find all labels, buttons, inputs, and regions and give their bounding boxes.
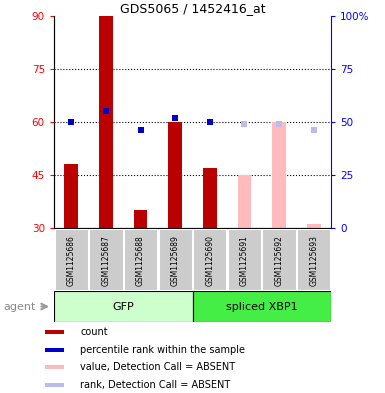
Bar	[45, 383, 64, 387]
Bar	[159, 229, 192, 290]
Bar	[99, 16, 113, 228]
Text: GSM1125686: GSM1125686	[67, 235, 76, 286]
Bar	[89, 229, 122, 290]
Text: GSM1125690: GSM1125690	[205, 235, 214, 286]
Bar	[297, 229, 330, 290]
Bar	[272, 122, 286, 228]
Text: rank, Detection Call = ABSENT: rank, Detection Call = ABSENT	[80, 380, 230, 390]
Bar	[64, 164, 78, 228]
Bar	[54, 291, 192, 322]
Bar	[307, 224, 321, 228]
Text: agent: agent	[4, 301, 36, 312]
Bar	[124, 229, 157, 290]
Text: GSM1125688: GSM1125688	[136, 235, 145, 286]
Text: GSM1125692: GSM1125692	[275, 235, 284, 286]
Title: GDS5065 / 1452416_at: GDS5065 / 1452416_at	[120, 2, 265, 15]
Bar	[193, 229, 226, 290]
Bar	[45, 348, 64, 352]
Bar	[228, 229, 261, 290]
Bar	[134, 210, 147, 228]
Bar	[263, 229, 296, 290]
Bar	[238, 175, 251, 228]
Text: GSM1125691: GSM1125691	[240, 235, 249, 286]
Text: GSM1125689: GSM1125689	[171, 235, 180, 286]
Text: GSM1125687: GSM1125687	[101, 235, 110, 286]
Text: spliced XBP1: spliced XBP1	[226, 301, 298, 312]
Text: percentile rank within the sample: percentile rank within the sample	[80, 345, 245, 354]
Text: GSM1125693: GSM1125693	[309, 235, 318, 286]
Bar	[203, 168, 217, 228]
Text: count: count	[80, 327, 108, 337]
Bar	[192, 291, 331, 322]
Text: GFP: GFP	[112, 301, 134, 312]
Text: value, Detection Call = ABSENT: value, Detection Call = ABSENT	[80, 362, 235, 372]
Bar	[45, 330, 64, 334]
Bar	[55, 229, 88, 290]
Bar	[45, 365, 64, 369]
Bar	[168, 122, 182, 228]
